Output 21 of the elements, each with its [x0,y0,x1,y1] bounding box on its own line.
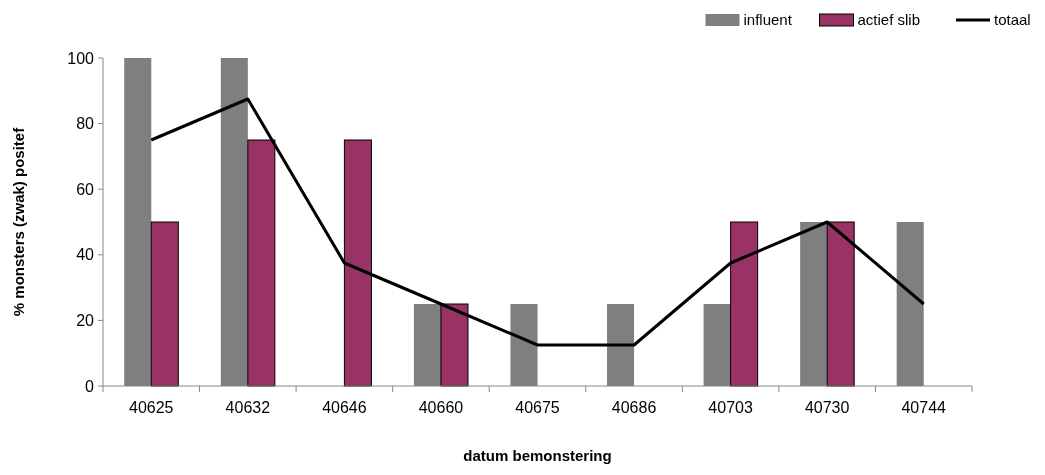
legend-label: actief slib [857,11,921,29]
x-tick-label: 40744 [901,399,947,416]
y-axis-title: % monsters (zwak) positef [10,126,27,317]
y-tick-label: 0 [85,377,95,395]
x-tick-label: 40675 [515,399,560,416]
y-tick-label: 80 [76,115,95,133]
y-tick-label: 60 [76,180,95,198]
x-tick-label: 40625 [129,399,174,416]
x-tick-label: 40632 [225,399,271,416]
y-tick-label: 20 [76,312,95,329]
bar [150,221,179,387]
legend-label: influent [743,11,793,29]
y-tick-label: 40 [76,246,95,264]
x-tick-label: 40660 [418,399,464,416]
x-tick-label: 40730 [804,399,850,416]
x-tick-label: 40646 [322,399,367,416]
y-tick-label: 100 [67,49,95,67]
x-tick-label: 40703 [708,399,753,416]
x-axis-title: datum bemonstering [463,447,612,464]
x-tick-label: 40686 [611,399,657,416]
legend-label: totaal [994,11,1031,29]
